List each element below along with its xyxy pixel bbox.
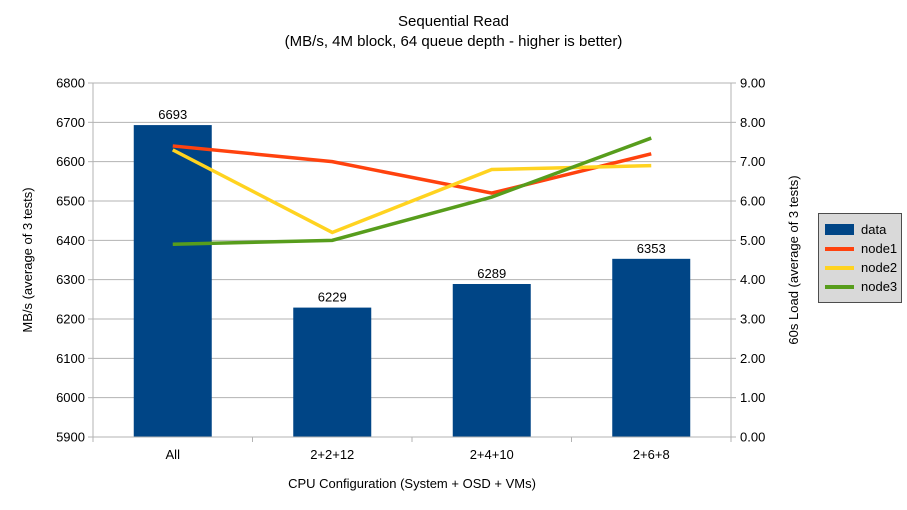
chart-title-line1: Sequential Read [398, 13, 509, 30]
series-line-node1 [172, 144, 652, 195]
left-axis-tick-label: 5900 [56, 430, 85, 445]
left-axis-tick-label: 6700 [56, 115, 85, 130]
legend-label: node3 [861, 279, 898, 294]
left-axis-tick-label: 6100 [56, 351, 85, 366]
right-axis-tick-label: 2.00 [740, 351, 765, 366]
left-axis-title: MB/s (average of 3 tests) [20, 187, 35, 333]
right-axis-tick-label: 5.00 [740, 233, 765, 248]
legend-item-node1: node1 [819, 239, 901, 258]
bar-value-label: 6353 [637, 241, 666, 256]
left-axis-tick-label: 6300 [56, 272, 85, 287]
x-tick-label: 2+4+10 [470, 447, 514, 462]
right-axis-tick-label: 0.00 [740, 430, 765, 445]
x-tick-label: 2+6+8 [633, 447, 670, 462]
right-axis-tick-label: 7.00 [740, 154, 765, 169]
legend-swatch-data [825, 224, 854, 235]
right-axis-tick-label: 6.00 [740, 194, 765, 209]
legend-label: data [861, 222, 887, 237]
bar-2+6+8 [612, 258, 691, 437]
bar-value-label: 6289 [477, 266, 506, 281]
left-axis-tick-label: 6800 [56, 76, 85, 91]
legend-item-node3: node3 [819, 277, 901, 296]
left-axis-tick-label: 6500 [56, 194, 85, 209]
legend-item-data: data [819, 220, 901, 239]
bar-value-label: 6229 [318, 290, 347, 305]
legend-item-node2: node2 [819, 258, 901, 277]
bar-2+4+10 [452, 283, 531, 437]
bar-All [133, 125, 212, 437]
legend-swatch-node3 [825, 284, 854, 289]
series-line-node3 [172, 136, 652, 247]
right-axis-tick-label: 4.00 [740, 272, 765, 287]
legend: data node1 node2 node3 [818, 213, 902, 303]
left-axis-tick-label: 6000 [56, 390, 85, 405]
right-axis-tick-label: 9.00 [740, 76, 765, 91]
right-axis-tick-label: 1.00 [740, 390, 765, 405]
bar-value-label: 6693 [158, 107, 187, 122]
legend-label: node2 [861, 260, 898, 275]
left-axis-tick-label: 6400 [56, 233, 85, 248]
chart-title: Sequential Read (MB/s, 4M block, 64 queu… [0, 12, 907, 52]
legend-swatch-node2 [825, 265, 854, 270]
right-axis-tick-label: 8.00 [740, 115, 765, 130]
right-axis-tick-label: 3.00 [740, 312, 765, 327]
left-axis-tick-label: 6200 [56, 312, 85, 327]
chart-title-line2: (MB/s, 4M block, 64 queue depth - higher… [284, 33, 623, 50]
legend-swatch-node1 [825, 246, 854, 251]
bar-2+2+12 [293, 307, 372, 437]
x-tick-label: 2+2+12 [310, 447, 354, 462]
x-axis-title: CPU Configuration (System + OSD + VMs) [288, 476, 536, 491]
left-axis-tick-label: 6600 [56, 154, 85, 169]
right-axis-title: 60s Load (average of 3 tests) [786, 175, 801, 345]
x-tick-label: All [166, 447, 181, 462]
legend-label: node1 [861, 241, 898, 256]
